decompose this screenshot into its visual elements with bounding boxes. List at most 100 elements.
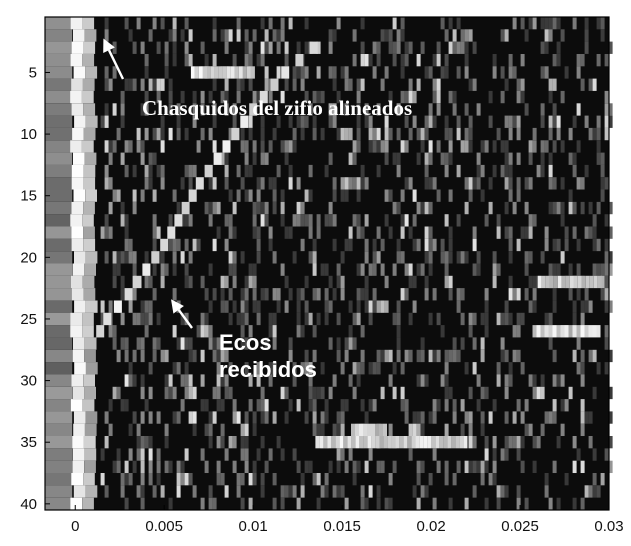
heatmap-cell [120,485,125,498]
heatmap-cell [580,177,585,190]
heatmap-cell [360,54,365,67]
heatmap-cell [552,177,557,190]
heatmap-cell [604,263,609,276]
heatmap-cell [364,411,369,424]
heatmap-cell [340,189,345,202]
heatmap-cell [580,362,585,375]
heatmap-cell [176,485,181,498]
heatmap-cell [292,78,297,91]
heatmap-cell [512,201,517,215]
heatmap-cell [424,164,429,178]
heatmap-cell [104,140,109,153]
heatmap-cell [516,399,521,412]
bright-segment-cell [443,436,448,449]
heatmap-cell [380,263,385,276]
heatmap-cell [316,90,321,104]
heatmap-cell [452,411,457,424]
heatmap-cell [348,300,353,313]
heatmap-cell [200,399,205,412]
heatmap-cell [124,473,129,486]
heatmap-cell [580,399,585,412]
bright-segment-cell [222,66,227,79]
heatmap-cell [296,288,301,301]
click-band-cell [45,436,73,449]
heatmap-cell [608,41,613,54]
bright-segment-cell [371,423,375,437]
heatmap-cell [244,460,249,474]
heatmap-cell [256,238,261,252]
heatmap-cell [396,29,401,42]
heatmap-cell [260,17,265,30]
bright-segment-cell [584,325,589,338]
heatmap-cell [252,473,257,486]
heatmap-cell [420,337,425,350]
heatmap-cell [248,41,253,54]
heatmap-cell [240,473,245,486]
heatmap-cell [568,263,573,276]
heatmap-cell [136,436,141,449]
heatmap-cell [188,214,193,227]
bright-segment-cell [331,436,336,449]
heatmap-cell [516,288,521,301]
heatmap-cell [436,140,441,153]
heatmap-cell [344,497,349,511]
heatmap-cell [228,436,233,449]
heatmap-cell [168,78,173,91]
heatmap-cell [216,337,221,350]
click-band-cell [82,325,94,338]
heatmap-cell [336,460,341,474]
heatmap-cell [448,226,453,239]
heatmap-cell [232,411,237,424]
heatmap-cell [572,436,577,449]
heatmap-cell [440,17,445,30]
heatmap-cell [256,54,261,67]
heatmap-cell [204,312,209,326]
heatmap-cell [128,300,133,313]
bright-segment-cell [419,436,424,449]
heatmap-cell [344,103,349,116]
heatmap-cell [452,41,457,54]
heatmap-cell [252,423,257,437]
heatmap-cell [324,312,329,326]
heatmap-cell [324,263,329,276]
heatmap-cell [180,399,185,412]
heatmap-cell [128,362,133,375]
heatmap-cell [224,164,229,178]
heatmap-cell [512,288,517,301]
heatmap-cell [176,115,181,128]
click-band-cell [45,251,73,264]
heatmap-cell [332,78,337,91]
click-band-cell [71,238,84,252]
heatmap-cell [344,349,349,363]
heatmap-cell [248,78,253,91]
heatmap-cell [404,399,409,412]
heatmap-cell [268,226,273,239]
heatmap-cell [240,288,245,301]
heatmap-cell [512,349,517,363]
heatmap-cell [184,214,189,227]
heatmap-cell [556,17,561,30]
heatmap-cell [504,436,509,449]
heatmap-cell [428,473,433,486]
heatmap-cell [484,140,489,153]
heatmap-cell [104,103,109,116]
heatmap-cell [460,337,465,350]
heatmap-cell [512,115,517,128]
bright-segment-cell [375,423,379,437]
heatmap-cell [168,238,173,252]
click-band-cell [45,177,73,190]
heatmap-cell [272,127,277,141]
heatmap-cell [420,127,425,141]
heatmap-cell [264,288,269,301]
heatmap-cell [548,115,553,128]
heatmap-cell [260,399,265,412]
heatmap-cell [368,263,373,276]
heatmap-cell [604,300,609,313]
heatmap-cell [124,460,129,474]
heatmap-cell [424,374,429,387]
heatmap-cell [320,485,325,498]
heatmap-cell [488,177,493,190]
echo-point [151,251,160,264]
heatmap-cell [228,214,233,227]
heatmap-cell [584,300,589,313]
